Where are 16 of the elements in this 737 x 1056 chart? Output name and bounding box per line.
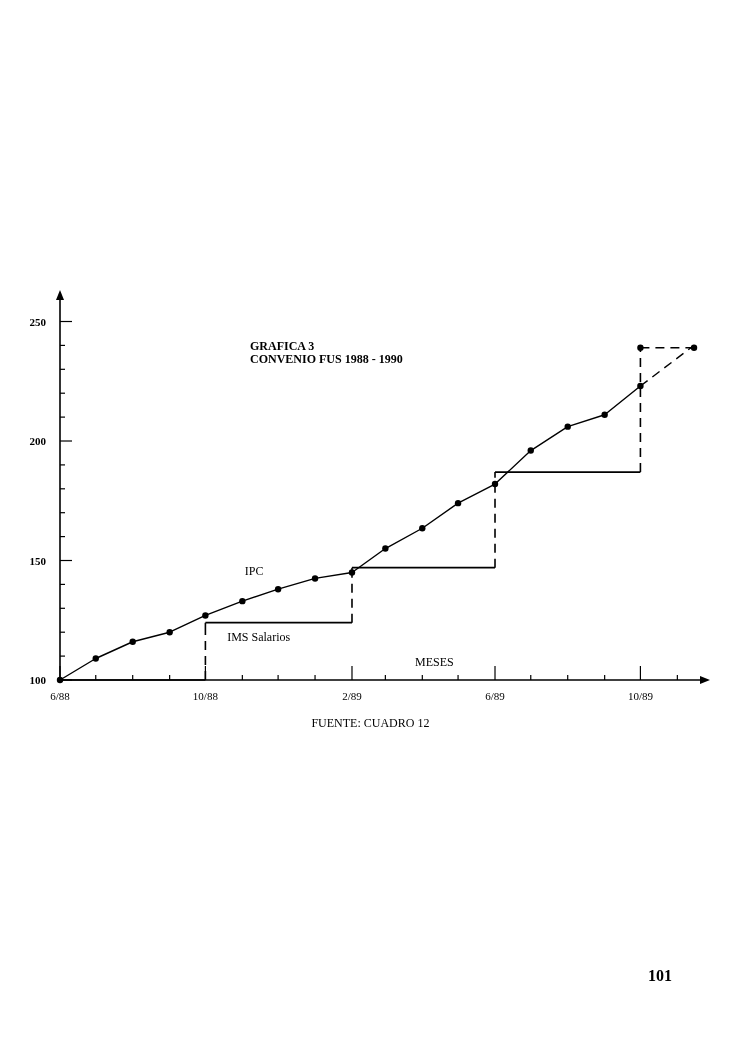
text: CONVENIO FUS 1988 - 1990 (250, 352, 403, 366)
y-tick-label: 150 (29, 554, 47, 567)
x-tick-label: 6/88 (50, 690, 71, 702)
series-label: IPC (244, 564, 264, 579)
x-tick-label: 10/89 (627, 690, 654, 702)
x-tick-label: 10/88 (192, 690, 219, 702)
source-note: FUENTE: CUADRO 12 (311, 716, 430, 730)
y-tick-label: 100 (29, 674, 47, 686)
x-axis-title: MESES (415, 655, 454, 669)
x-tick-label: 6/89 (485, 690, 506, 702)
text: GRAFICA 3 (250, 339, 315, 353)
series-label: IMS Salarios (227, 629, 291, 644)
x-tick-label: 2/89 (342, 690, 363, 702)
text: 101 (648, 967, 672, 984)
y-tick-label: 200 (29, 435, 47, 448)
y-tick-label: 250 (29, 315, 47, 328)
